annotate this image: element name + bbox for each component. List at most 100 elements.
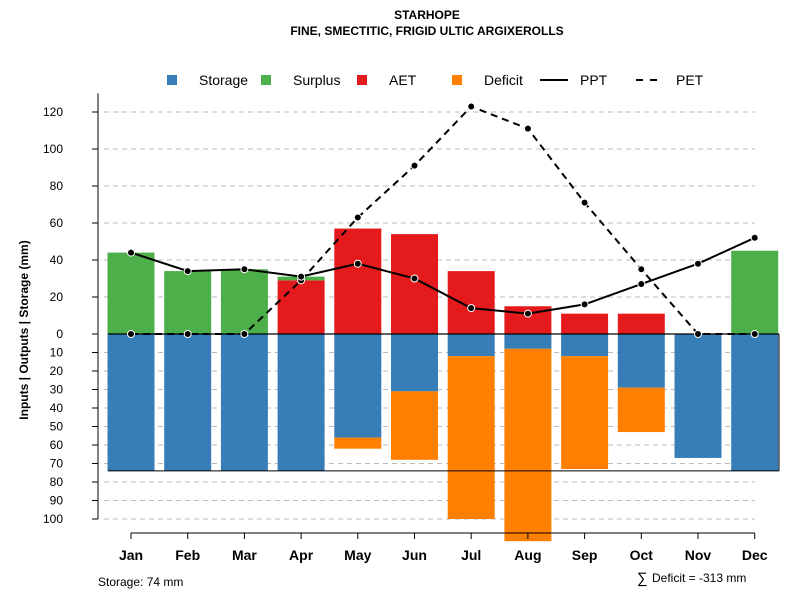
bar-surplus-jan — [107, 252, 155, 334]
legend-label-storage: Storage — [199, 72, 248, 88]
bar-aet-may — [334, 228, 382, 334]
point-pet-may — [353, 213, 362, 222]
x-tick-label-jul: Jul — [461, 547, 481, 563]
axes: 0 20 40 60 80 100 120 10 20 30 40 50 60 70 80 90 100 Jan F… — [43, 93, 780, 563]
bar-storage-feb — [164, 334, 212, 471]
y-tick-label-top-80: 80 — [50, 179, 64, 193]
legend-label-pet: PET — [676, 72, 704, 88]
point-pet-sep — [580, 198, 589, 207]
deficit-footer: Deficit = -313 mm — [652, 571, 746, 585]
bar-surplus-feb — [164, 271, 212, 334]
point-pet-mar — [240, 330, 249, 338]
bar-storage-jul — [447, 334, 495, 357]
bar-deficit-aug — [504, 348, 552, 542]
point-ppt-aug — [523, 309, 532, 318]
y-tick-label-bottom-30: 30 — [50, 383, 64, 397]
point-ppt-jan — [127, 248, 135, 257]
x-tick-label-oct: Oct — [630, 547, 654, 563]
x-tick-label-feb: Feb — [175, 547, 200, 563]
y-axis-label: Inputs | Outputs | Storage (mm) — [17, 240, 31, 419]
bars — [107, 228, 779, 542]
legend: Storage Surplus AET Deficit PPT PET — [167, 72, 704, 88]
sum-icon: ∑ — [637, 570, 648, 587]
bar-aet-sep — [561, 313, 609, 334]
line-ppt — [130, 236, 756, 315]
bar-storage-dec — [731, 334, 779, 471]
bar-aet-jun — [391, 234, 438, 334]
chart-subtitle: FINE, SMECTITIC, FRIGID ULTIC ARGIXEROLL… — [290, 24, 563, 38]
y-tick-label-bottom-10: 10 — [50, 346, 64, 360]
point-ppt-sep — [580, 300, 589, 309]
x-tick-label-apr: Apr — [289, 547, 314, 563]
point-pet-oct — [637, 265, 646, 274]
x-tick-label-jan: Jan — [119, 547, 143, 563]
bar-storage-may — [334, 334, 382, 438]
legend-label-aet: AET — [389, 72, 417, 88]
x-tick-label-aug: Aug — [514, 547, 541, 563]
y-tick-label-bottom-50: 50 — [50, 420, 64, 434]
point-pet-dec — [750, 330, 759, 338]
y-tick-label-bottom-60: 60 — [50, 438, 64, 452]
legend-key-aet — [357, 75, 367, 85]
x-tick-label-dec: Dec — [742, 547, 768, 563]
legend-key-surplus — [261, 75, 271, 85]
bar-storage-jun — [391, 334, 438, 392]
y-tick-label-bottom-100: 100 — [43, 512, 63, 526]
point-ppt-jun — [410, 274, 419, 283]
legend-label-deficit: Deficit — [484, 72, 523, 88]
bar-deficit-sep — [561, 356, 609, 470]
y-tick-label-bottom-40: 40 — [50, 401, 64, 415]
y-tick-label-top-100: 100 — [43, 142, 63, 156]
point-ppt-mar — [240, 265, 249, 274]
bar-storage-jan — [107, 334, 155, 471]
point-pet-aug — [523, 124, 532, 133]
chart-title: STARHOPE — [394, 8, 460, 22]
bar-surplus-mar — [220, 269, 268, 334]
x-tick-label-sep: Sep — [572, 547, 598, 563]
bar-deficit-jul — [447, 356, 495, 519]
bar-aet-oct — [617, 313, 665, 334]
y-tick-label-bottom-20: 20 — [50, 364, 64, 378]
storage-footer: Storage: 74 mm — [98, 575, 183, 589]
point-pet-nov — [694, 330, 702, 338]
y-tick-label-bottom-70: 70 — [50, 457, 64, 471]
point-ppt-jul — [467, 304, 476, 313]
y-tick-label-bottom-90: 90 — [50, 494, 64, 508]
legend-label-surplus: Surplus — [293, 72, 340, 88]
point-ppt-feb — [183, 267, 192, 276]
lines — [127, 102, 759, 338]
bar-storage-nov — [674, 334, 722, 458]
y-tick-label-top-0: 0 — [56, 327, 63, 341]
bar-storage-mar — [220, 334, 268, 471]
y-tick-label-bottom-80: 80 — [50, 475, 64, 489]
point-ppt-nov — [694, 259, 702, 268]
bar-deficit-oct — [617, 387, 665, 433]
point-pet-jan — [127, 330, 135, 338]
bar-deficit-jun — [391, 391, 438, 460]
bar-storage-oct — [617, 334, 665, 388]
legend-label-ppt: PPT — [580, 72, 608, 88]
point-pet-jun — [410, 161, 419, 170]
x-tick-label-jun: Jun — [402, 547, 427, 563]
bar-storage-sep — [561, 334, 609, 357]
bar-deficit-may — [334, 437, 382, 449]
y-tick-label-top-60: 60 — [50, 216, 64, 230]
y-tick-label-top-20: 20 — [50, 290, 64, 304]
legend-key-deficit — [452, 75, 462, 85]
y-tick-label-top-120: 120 — [43, 105, 63, 119]
x-tick-label-nov: Nov — [685, 547, 712, 563]
x-tick-label-may: May — [344, 547, 371, 563]
point-ppt-may — [353, 259, 362, 268]
point-pet-jul — [467, 102, 476, 111]
bar-storage-apr — [277, 334, 325, 471]
point-pet-feb — [183, 330, 192, 338]
bar-storage-aug — [504, 334, 552, 349]
bar-aet-jul — [447, 271, 495, 334]
x-tick-label-mar: Mar — [232, 547, 257, 563]
point-ppt-dec — [750, 233, 759, 242]
y-tick-label-top-40: 40 — [50, 253, 64, 267]
bar-surplus-dec — [731, 250, 779, 334]
bar-aet-apr — [277, 280, 325, 334]
point-ppt-oct — [637, 280, 646, 289]
